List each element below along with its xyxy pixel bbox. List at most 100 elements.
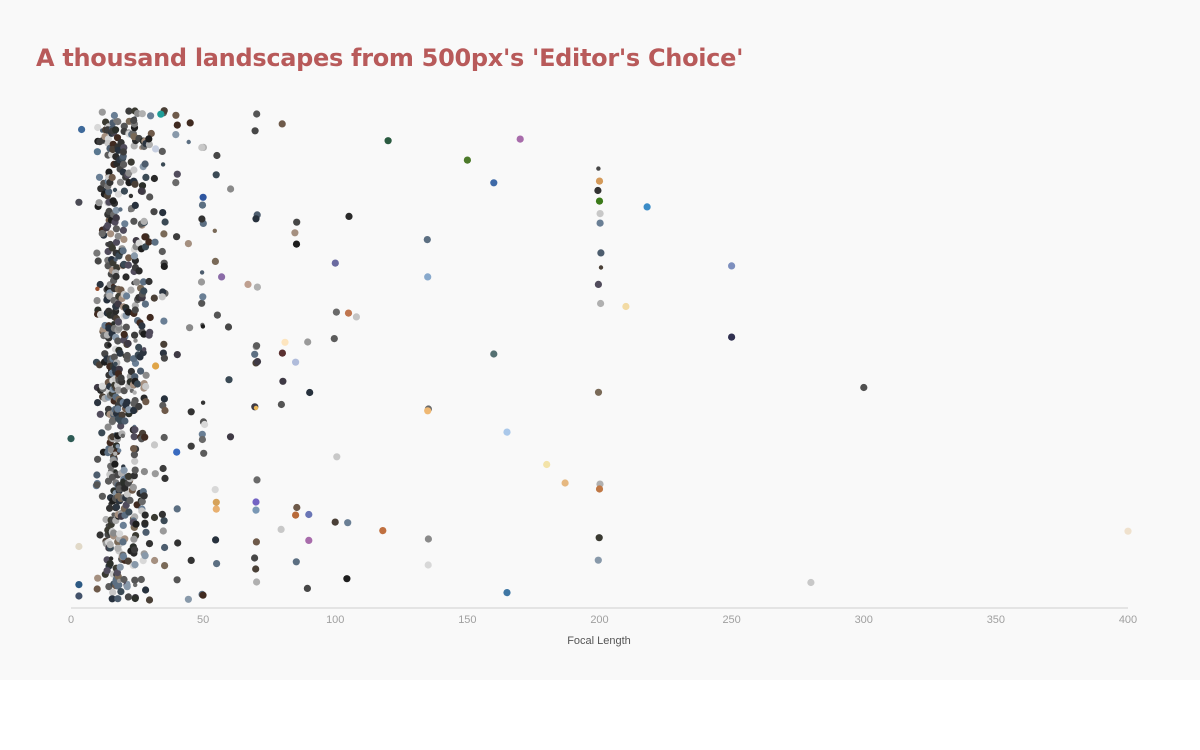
scatter-point[interactable] bbox=[304, 338, 312, 346]
scatter-point[interactable] bbox=[93, 148, 101, 156]
scatter-point[interactable] bbox=[114, 405, 122, 413]
scatter-point[interactable] bbox=[643, 203, 651, 211]
scatter-point[interactable] bbox=[292, 240, 301, 248]
scatter-point[interactable] bbox=[113, 569, 121, 577]
scatter-point[interactable] bbox=[198, 143, 206, 152]
scatter-point[interactable] bbox=[130, 252, 138, 260]
scatter-point[interactable] bbox=[145, 331, 153, 339]
scatter-point[interactable] bbox=[121, 220, 129, 228]
scatter-point[interactable] bbox=[142, 586, 150, 594]
scatter-point[interactable] bbox=[98, 108, 106, 116]
scatter-point[interactable] bbox=[145, 540, 154, 548]
scatter-point[interactable] bbox=[125, 254, 133, 262]
scatter-point[interactable] bbox=[141, 552, 149, 560]
scatter-point[interactable] bbox=[98, 382, 106, 390]
scatter-point[interactable] bbox=[150, 208, 158, 216]
scatter-point[interactable] bbox=[96, 410, 104, 418]
scatter-point[interactable] bbox=[212, 505, 220, 513]
scatter-point[interactable] bbox=[131, 201, 139, 209]
scatter-point[interactable] bbox=[594, 556, 602, 564]
scatter-point[interactable] bbox=[225, 376, 233, 384]
scatter-point[interactable] bbox=[94, 123, 102, 132]
scatter-point[interactable] bbox=[212, 228, 217, 233]
scatter-point[interactable] bbox=[145, 596, 154, 604]
scatter-point[interactable] bbox=[112, 503, 121, 511]
scatter-point[interactable] bbox=[160, 340, 168, 348]
scatter-point[interactable] bbox=[124, 261, 132, 269]
scatter-point[interactable] bbox=[141, 300, 149, 308]
scatter-point[interactable] bbox=[119, 538, 127, 546]
scatter-point[interactable] bbox=[142, 382, 150, 391]
scatter-point[interactable] bbox=[130, 433, 138, 441]
scatter-point[interactable] bbox=[107, 446, 115, 454]
scatter-point[interactable] bbox=[150, 513, 159, 522]
scatter-point[interactable] bbox=[158, 510, 166, 518]
scatter-point[interactable] bbox=[213, 311, 221, 319]
scatter-point[interactable] bbox=[114, 318, 122, 326]
scatter-point[interactable] bbox=[423, 236, 431, 244]
scatter-point[interactable] bbox=[331, 259, 339, 267]
scatter-point[interactable] bbox=[197, 278, 206, 286]
scatter-point[interactable] bbox=[140, 492, 148, 500]
scatter-point[interactable] bbox=[130, 535, 138, 543]
scatter-point[interactable] bbox=[161, 218, 169, 226]
scatter-point[interactable] bbox=[124, 593, 132, 601]
scatter-point[interactable] bbox=[424, 535, 432, 543]
scatter-point[interactable] bbox=[108, 595, 116, 603]
scatter-point[interactable] bbox=[160, 162, 166, 167]
scatter-point[interactable] bbox=[138, 110, 146, 118]
scatter-point[interactable] bbox=[147, 129, 155, 138]
scatter-point[interactable] bbox=[120, 466, 128, 474]
scatter-point[interactable] bbox=[131, 180, 139, 188]
scatter-point[interactable] bbox=[110, 111, 118, 120]
scatter-point[interactable] bbox=[252, 498, 260, 506]
scatter-point[interactable] bbox=[125, 581, 131, 586]
scatter-point[interactable] bbox=[159, 527, 167, 535]
scatter-point[interactable] bbox=[135, 402, 143, 411]
scatter-point[interactable] bbox=[142, 528, 150, 536]
scatter-point[interactable] bbox=[116, 563, 124, 571]
scatter-point[interactable] bbox=[333, 453, 341, 461]
scatter-point[interactable] bbox=[140, 287, 148, 295]
scatter-point[interactable] bbox=[145, 135, 153, 143]
scatter-point[interactable] bbox=[129, 483, 137, 491]
scatter-point[interactable] bbox=[503, 428, 511, 436]
scatter-point[interactable] bbox=[131, 594, 139, 603]
scatter-point[interactable] bbox=[173, 576, 181, 584]
scatter-point[interactable] bbox=[199, 193, 207, 201]
scatter-point[interactable] bbox=[305, 510, 313, 519]
scatter-point[interactable] bbox=[211, 257, 219, 265]
scatter-point[interactable] bbox=[598, 265, 604, 270]
scatter-point[interactable] bbox=[279, 377, 287, 385]
scatter-point[interactable] bbox=[150, 441, 159, 449]
scatter-point[interactable] bbox=[133, 278, 141, 286]
scatter-point[interactable] bbox=[110, 353, 118, 361]
scatter-point[interactable] bbox=[111, 512, 116, 517]
scatter-point[interactable] bbox=[253, 578, 261, 586]
scatter-point[interactable] bbox=[120, 575, 128, 584]
scatter-point[interactable] bbox=[728, 262, 736, 270]
scatter-point[interactable] bbox=[252, 538, 260, 546]
scatter-point[interactable] bbox=[151, 556, 159, 565]
scatter-point[interactable] bbox=[306, 388, 314, 397]
scatter-point[interactable] bbox=[109, 197, 117, 205]
scatter-point[interactable] bbox=[212, 498, 220, 506]
scatter-point[interactable] bbox=[95, 173, 104, 181]
scatter-point[interactable] bbox=[98, 429, 106, 437]
scatter-point[interactable] bbox=[131, 561, 139, 569]
scatter-point[interactable] bbox=[198, 430, 206, 438]
scatter-point[interactable] bbox=[108, 556, 114, 561]
scatter-point[interactable] bbox=[595, 485, 604, 493]
scatter-point[interactable] bbox=[331, 518, 339, 526]
scatter-point[interactable] bbox=[516, 135, 524, 143]
scatter-point[interactable] bbox=[120, 330, 128, 338]
scatter-point[interactable] bbox=[184, 595, 192, 603]
scatter-point[interactable] bbox=[147, 112, 155, 120]
scatter-point[interactable] bbox=[104, 221, 112, 230]
scatter-point[interactable] bbox=[594, 280, 603, 288]
scatter-point[interactable] bbox=[112, 225, 120, 233]
scatter-point[interactable] bbox=[96, 310, 105, 319]
scatter-point[interactable] bbox=[251, 554, 259, 562]
scatter-point[interactable] bbox=[293, 503, 301, 512]
scatter-point[interactable] bbox=[130, 166, 138, 174]
